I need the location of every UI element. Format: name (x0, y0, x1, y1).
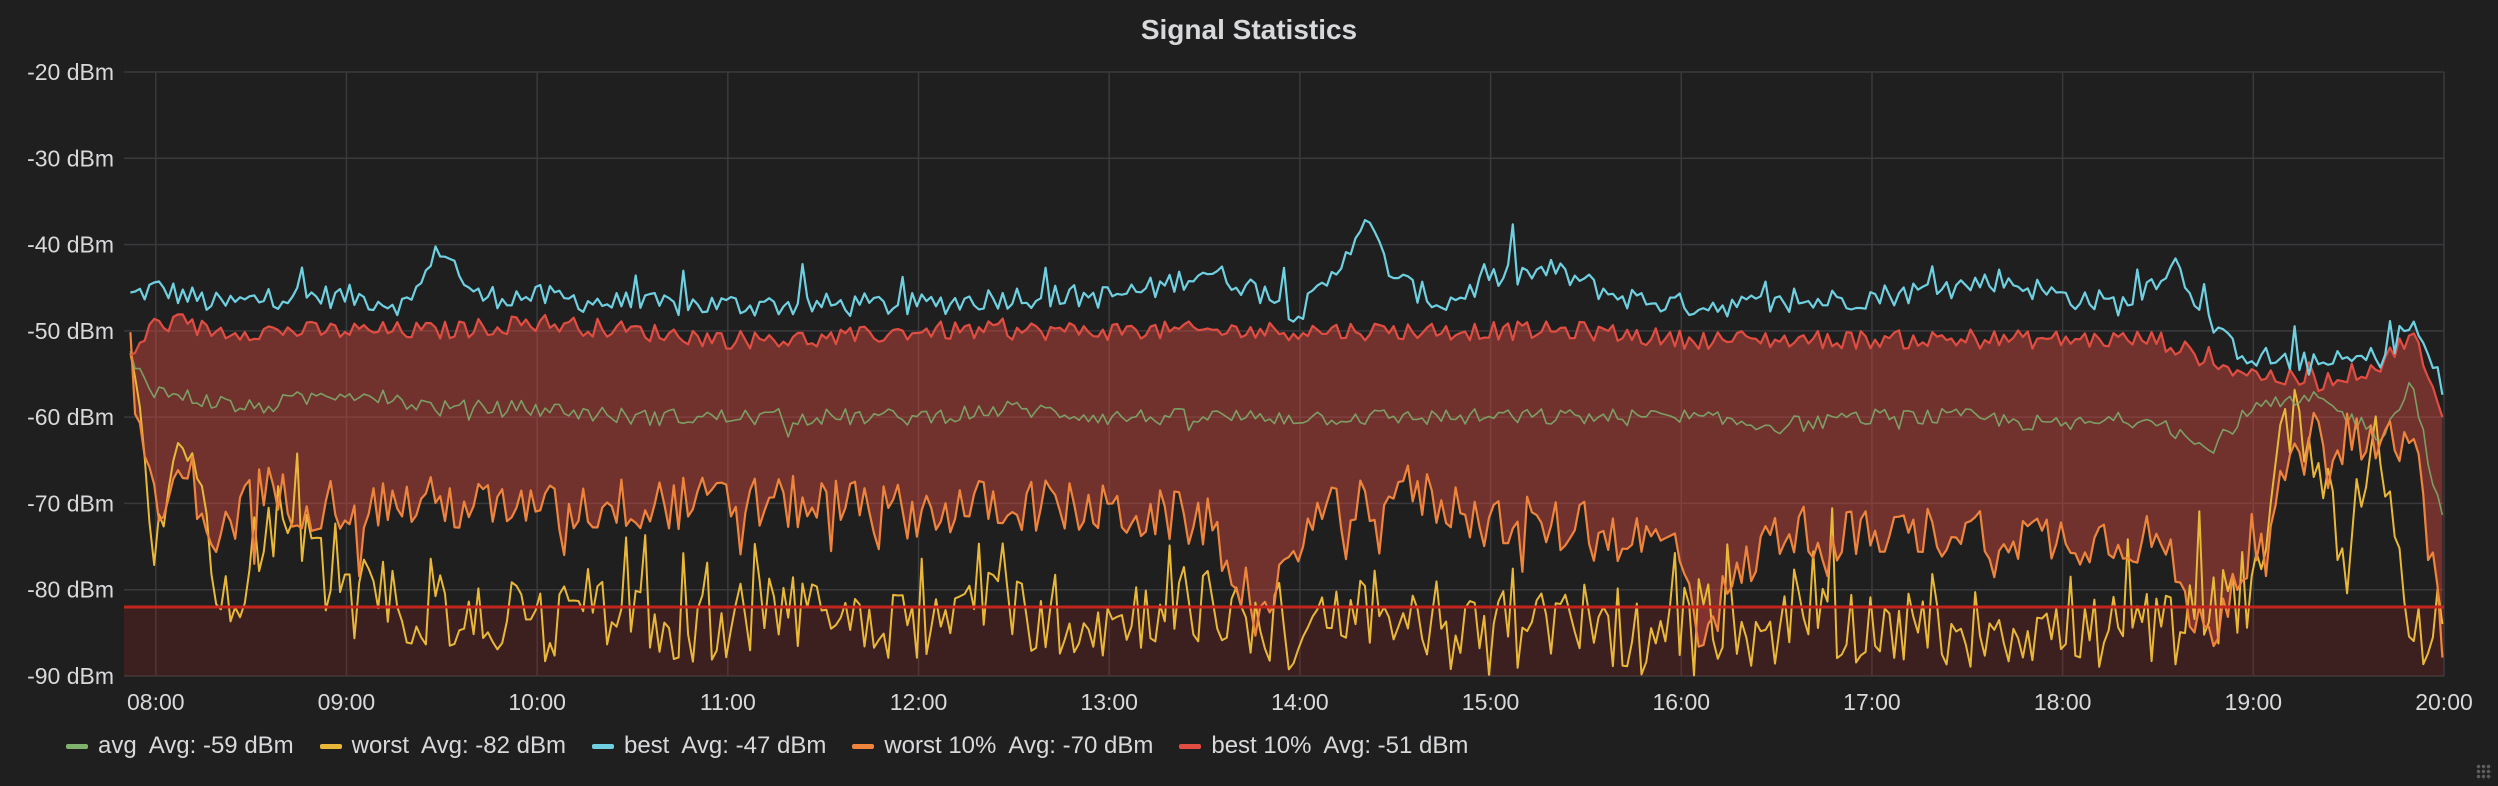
series-line-worst[interactable] (129, 353, 2444, 677)
x-tick-label-6: 14:00 (1271, 689, 1329, 715)
x-tick-label-2: 10:00 (508, 689, 566, 715)
band-best10-worst10 (130, 314, 2443, 658)
legend-stat: Avg: -51 dBm (1323, 732, 1469, 759)
x-tick-label-11: 19:00 (2225, 689, 2283, 715)
y-tick-label-5: -70 dBm (27, 490, 114, 516)
panel-resize-handle[interactable] (2476, 764, 2492, 780)
legend-item-worst-10[interactable]: worst 10% Avg: -70 dBm (852, 732, 1153, 760)
legend-stat: Avg: -47 dBm (681, 732, 827, 759)
legend-series-name[interactable]: avg (98, 732, 137, 759)
legend-stat: Avg: -59 dBm (148, 732, 294, 759)
y-tick-label-6: -80 dBm (27, 577, 114, 603)
legend: avg Avg: -59 dBm worst Avg: -82 dBm best Avg:… (66, 732, 1468, 760)
legend-item-avg[interactable]: avg Avg: -59 dBm (66, 732, 294, 760)
legend-item-best-10[interactable]: best 10% Avg: -51 dBm (1179, 732, 1468, 760)
y-tick-label-4: -60 dBm (27, 404, 114, 430)
legend-stat: Avg: -82 dBm (421, 732, 566, 759)
x-tick-label-9: 17:00 (1843, 689, 1901, 715)
y-tick-label-3: -50 dBm (27, 318, 114, 344)
x-tick-label-5: 13:00 (1080, 689, 1138, 715)
x-tick-label-4: 12:00 (890, 689, 948, 715)
legend-swatch (66, 743, 88, 749)
band-fill (130, 314, 2443, 658)
x-tick-label-1: 09:00 (318, 689, 376, 715)
legend-series-name[interactable]: best 10% (1211, 732, 1312, 759)
x-tick-label-0: 08:00 (127, 689, 185, 715)
x-tick-label-8: 16:00 (1652, 689, 1710, 715)
legend-swatch (591, 743, 614, 749)
x-tick-label-12: 20:00 (2415, 689, 2473, 715)
series-line-best[interactable] (130, 219, 2444, 395)
grid (124, 71, 2445, 677)
x-tick-label-7: 15:00 (1462, 689, 1520, 715)
legend-swatch (1179, 743, 1202, 749)
y-axis: -20 dBm -30 dBm -40 dBm -50 dBm -60 dBm -70 d… (27, 59, 114, 689)
panel-title[interactable]: Signal Statistics (1140, 14, 1358, 45)
legend-swatch (852, 743, 875, 749)
series-line-best-10[interactable] (129, 313, 2444, 418)
legend-item-best[interactable]: best Avg: -47 dBm (591, 732, 827, 760)
legend-series-name[interactable]: worst 10% (884, 732, 997, 759)
y-tick-label-7: -90 dBm (27, 663, 114, 689)
legend-series-name[interactable]: best (623, 732, 670, 759)
series-line-worst-10[interactable] (129, 332, 2444, 658)
series-line-avg[interactable] (129, 350, 2444, 516)
legend-item-worst[interactable]: worst Avg: -82 dBm (319, 732, 566, 760)
legend-stat: Avg: -70 dBm (1008, 732, 1154, 759)
x-axis: 08:00 09:00 10:00 11:00 12:00 13:00 14:00 15:00… (127, 689, 2473, 715)
x-tick-label-10: 18:00 (2034, 689, 2092, 715)
legend-swatch (319, 743, 342, 749)
x-tick-label-3: 11:00 (700, 689, 756, 715)
y-tick-label-2: -40 dBm (27, 232, 114, 258)
y-tick-label-0: -20 dBm (27, 59, 114, 85)
y-tick-label-1: -30 dBm (27, 145, 114, 171)
series-lines (129, 219, 2444, 677)
legend-series-name[interactable]: worst (351, 732, 410, 759)
